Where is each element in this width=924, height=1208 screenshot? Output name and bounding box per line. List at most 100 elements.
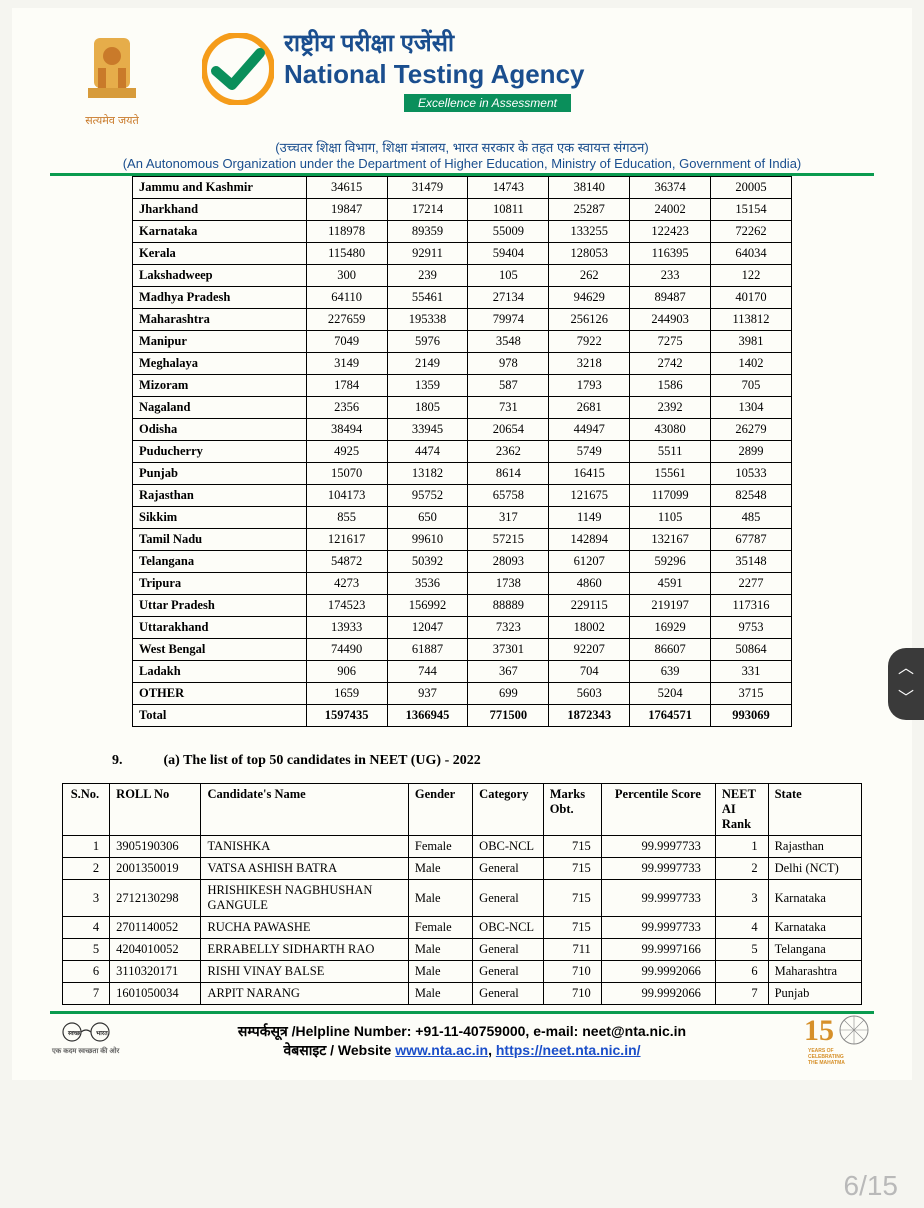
numeric-cell: 26279 — [711, 419, 792, 441]
numeric-cell: 731 — [468, 397, 549, 419]
column-header: S.No. — [63, 784, 110, 836]
svg-text:THE MAHATMA: THE MAHATMA — [808, 1060, 845, 1066]
cell: 2 — [63, 858, 110, 880]
numeric-cell: 1659 — [306, 683, 387, 705]
table-row: Kerala115480929115940412805311639564034 — [133, 243, 792, 265]
nav-down-icon[interactable]: ﹀ — [898, 684, 914, 714]
cell: 99.9997166 — [601, 939, 715, 961]
numeric-cell: 122423 — [630, 221, 711, 243]
cell: General — [473, 880, 544, 917]
cell: 1 — [63, 836, 110, 858]
state-name-cell: Meghalaya — [133, 353, 307, 375]
numeric-cell: 639 — [630, 661, 711, 683]
numeric-cell: 317 — [468, 507, 549, 529]
numeric-cell: 128053 — [549, 243, 630, 265]
numeric-cell: 33945 — [387, 419, 468, 441]
state-name-cell: Uttar Pradesh — [133, 595, 307, 617]
cell: RUCHA PAWASHE — [201, 917, 408, 939]
table-row: Karnataka1189788935955009133255122423722… — [133, 221, 792, 243]
document-page: सत्यमेव जयते राष्ट्रीय परीक्षा एजेंसी Na… — [12, 8, 912, 1080]
numeric-cell: 1872343 — [549, 705, 630, 727]
website-link-1[interactable]: www.nta.ac.in — [395, 1042, 488, 1058]
numeric-cell: 9753 — [711, 617, 792, 639]
title-hindi: राष्ट्रीय परीक्षा एजेंसी — [284, 26, 585, 59]
numeric-cell: 937 — [387, 683, 468, 705]
numeric-cell: 12047 — [387, 617, 468, 639]
numeric-cell: 485 — [711, 507, 792, 529]
state-name-cell: Punjab — [133, 463, 307, 485]
svg-text:भारत: भारत — [96, 1031, 108, 1037]
numeric-cell: 2356 — [306, 397, 387, 419]
state-name-cell: Mizoram — [133, 375, 307, 397]
numeric-cell: 1105 — [630, 507, 711, 529]
numeric-cell: 89487 — [630, 287, 711, 309]
cell: 715 — [543, 858, 601, 880]
page-header: सत्यमेव जयते राष्ट्रीय परीक्षा एजेंसी Na… — [12, 16, 912, 132]
numeric-cell: 55461 — [387, 287, 468, 309]
numeric-cell: 15070 — [306, 463, 387, 485]
cell: General — [473, 939, 544, 961]
numeric-cell: 38140 — [549, 177, 630, 199]
numeric-cell: 7922 — [549, 331, 630, 353]
table-row: 71601050034ARPIT NARANGMaleGeneral71099.… — [63, 983, 862, 1005]
numeric-cell: 72262 — [711, 221, 792, 243]
numeric-cell: 3981 — [711, 331, 792, 353]
cell: 2701140052 — [110, 917, 201, 939]
svg-text:15: 15 — [804, 1014, 834, 1047]
numeric-cell: 13182 — [387, 463, 468, 485]
numeric-cell: 31479 — [387, 177, 468, 199]
table-row: Odisha384943394520654449474308026279 — [133, 419, 792, 441]
table-row: Uttarakhand1393312047732318002169299753 — [133, 617, 792, 639]
candidates-table: S.No.ROLL NoCandidate's NameGenderCatego… — [62, 783, 862, 1005]
table-row: Rajasthan1041739575265758121675117099825… — [133, 485, 792, 507]
cell: 7 — [715, 983, 768, 1005]
table-row: 22001350019VATSA ASHISH BATRAMaleGeneral… — [63, 858, 862, 880]
numeric-cell: 1366945 — [387, 705, 468, 727]
cell: OBC-NCL — [473, 917, 544, 939]
numeric-cell: 34615 — [306, 177, 387, 199]
numeric-cell: 2681 — [549, 397, 630, 419]
cell: 99.9997733 — [601, 880, 715, 917]
numeric-cell: 64110 — [306, 287, 387, 309]
numeric-cell: 5603 — [549, 683, 630, 705]
cell: Male — [408, 939, 472, 961]
cell: Male — [408, 983, 472, 1005]
cell: 99.9992066 — [601, 961, 715, 983]
title-english: National Testing Agency — [284, 59, 585, 90]
state-name-cell: OTHER — [133, 683, 307, 705]
agency-title-block: राष्ट्रीय परीक्षा एजेंसी National Testin… — [202, 26, 585, 112]
section-label: (a) The list of top 50 candidates in NEE… — [164, 753, 481, 768]
cell: OBC-NCL — [473, 836, 544, 858]
numeric-cell: 650 — [387, 507, 468, 529]
state-name-cell: Ladakh — [133, 661, 307, 683]
numeric-cell: 25287 — [549, 199, 630, 221]
table-row: West Bengal74490618873730192207866075086… — [133, 639, 792, 661]
numeric-cell: 8614 — [468, 463, 549, 485]
cell: 3 — [63, 880, 110, 917]
state-name-cell: Karnataka — [133, 221, 307, 243]
numeric-cell: 906 — [306, 661, 387, 683]
nav-up-icon[interactable]: ︿ — [898, 654, 914, 684]
numeric-cell: 16415 — [549, 463, 630, 485]
state-name-cell: Madhya Pradesh — [133, 287, 307, 309]
table-row: Jharkhand198471721410811252872400215154 — [133, 199, 792, 221]
numeric-cell: 92911 — [387, 243, 468, 265]
numeric-cell: 50864 — [711, 639, 792, 661]
cell: 6 — [715, 961, 768, 983]
numeric-cell: 1149 — [549, 507, 630, 529]
website-link-2[interactable]: https://neet.nta.nic.in/ — [496, 1042, 641, 1058]
state-name-cell: West Bengal — [133, 639, 307, 661]
cell: 5 — [63, 939, 110, 961]
numeric-cell: 2742 — [630, 353, 711, 375]
page-footer: स्वच्छ भारत एक कदम स्वच्छता की ओर सम्पर्… — [12, 1014, 912, 1080]
numeric-cell: 74490 — [306, 639, 387, 661]
column-header: Gender — [408, 784, 472, 836]
numeric-cell: 227659 — [306, 309, 387, 331]
glasses-icon: स्वच्छ भारत — [56, 1020, 116, 1044]
table-row: Maharashtra22765919533879974256126244903… — [133, 309, 792, 331]
numeric-cell: 2277 — [711, 573, 792, 595]
footer-right-badge: 15 YEARS OF CELEBRATING THE MAHATMA — [802, 1010, 872, 1069]
cell: Telangana — [768, 939, 861, 961]
numeric-cell: 3548 — [468, 331, 549, 353]
numeric-cell: 699 — [468, 683, 549, 705]
